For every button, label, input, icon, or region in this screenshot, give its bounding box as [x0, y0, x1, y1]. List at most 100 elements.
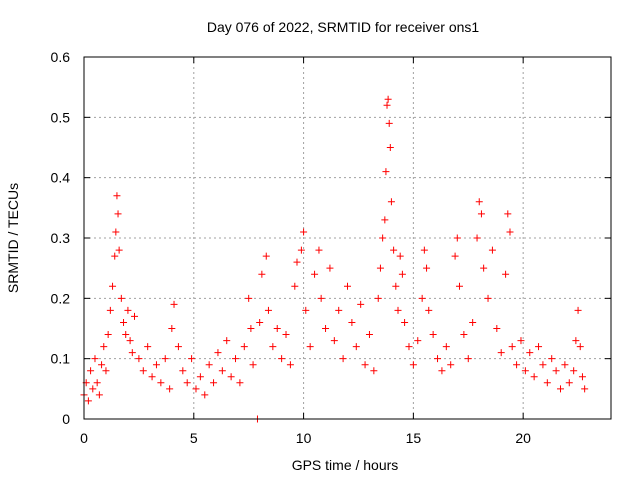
data-point: [447, 361, 455, 369]
data-point: [293, 258, 301, 266]
data-point: [286, 361, 294, 369]
chart-title: Day 076 of 2022, SRMTID for receiver ons…: [207, 19, 480, 35]
data-point: [521, 367, 529, 375]
data-point: [282, 331, 290, 339]
data-point: [561, 361, 569, 369]
data-point: [488, 246, 496, 254]
data-point: [124, 306, 132, 314]
data-point: [460, 331, 468, 339]
data-point: [535, 343, 543, 351]
data-point: [264, 306, 272, 314]
data-point: [344, 282, 351, 290]
data-point: [578, 373, 586, 381]
data-point: [306, 343, 314, 351]
data-point: [227, 373, 235, 381]
x-tick-label: 20: [515, 430, 531, 446]
data-point: [84, 397, 92, 405]
data-point: [232, 355, 240, 363]
data-point: [214, 349, 222, 357]
data-point: [330, 337, 338, 345]
data-point: [87, 367, 95, 375]
data-point: [144, 343, 152, 351]
data-point: [131, 312, 139, 320]
x-tick-label: 10: [296, 430, 312, 446]
data-point: [370, 367, 378, 375]
data-point: [89, 385, 97, 393]
data-point: [423, 264, 431, 272]
data-point: [112, 228, 120, 236]
data-point: [429, 331, 437, 339]
x-axis-label: GPS time / hours: [292, 457, 399, 473]
data-point: [513, 361, 521, 369]
data-point: [104, 331, 112, 339]
data-point: [322, 325, 330, 332]
data-point: [300, 228, 308, 236]
data-point: [517, 337, 525, 345]
data-point: [93, 379, 101, 387]
data-point: [464, 355, 472, 363]
data-point: [405, 343, 413, 351]
data-point: [205, 361, 213, 369]
x-tick-label: 5: [190, 430, 198, 446]
data-point: [365, 331, 373, 339]
data-point: [258, 270, 266, 278]
data-point: [442, 343, 450, 351]
data-point: [565, 379, 573, 387]
data-point: [574, 306, 582, 314]
data-point: [352, 343, 360, 351]
data-point: [455, 282, 463, 290]
data-point: [256, 318, 264, 326]
data-point: [335, 306, 343, 314]
data-point: [168, 325, 176, 332]
data-point: [543, 379, 551, 387]
data-point: [379, 234, 387, 242]
data-point: [339, 355, 347, 363]
data-point: [317, 294, 325, 302]
data-point: [398, 270, 406, 278]
data-point: [348, 318, 356, 326]
data-point: [179, 367, 187, 375]
data-point: [106, 306, 114, 314]
data-point: [196, 373, 204, 381]
data-point: [240, 343, 248, 351]
data-point: [102, 367, 110, 375]
data-point: [218, 367, 226, 375]
data-point: [245, 294, 253, 302]
data-point: [392, 282, 400, 290]
data-points: [80, 95, 589, 423]
data-point: [115, 246, 123, 254]
data-point: [552, 367, 560, 375]
data-point: [374, 294, 382, 302]
data-point: [100, 343, 108, 351]
data-point: [385, 119, 393, 127]
data-point: [502, 270, 510, 278]
data-point: [302, 306, 310, 314]
data-point: [161, 355, 169, 363]
x-tick-label: 15: [406, 430, 422, 446]
data-point: [291, 282, 299, 290]
data-point: [383, 101, 391, 109]
data-point: [117, 294, 125, 302]
data-point: [188, 355, 196, 363]
data-point: [170, 300, 178, 308]
y-tick-label: 0.3: [51, 230, 71, 246]
data-point: [357, 300, 365, 308]
data-point: [469, 318, 477, 326]
data-point: [530, 373, 538, 381]
data-point: [114, 210, 122, 218]
y-tick-label: 0.6: [51, 49, 71, 65]
data-point: [311, 270, 319, 278]
data-point: [278, 355, 286, 363]
data-point: [480, 264, 488, 272]
data-point: [508, 343, 516, 351]
x-tick-label: 0: [80, 430, 88, 446]
data-point: [414, 337, 422, 345]
data-point: [236, 379, 244, 387]
data-point: [361, 361, 369, 369]
data-point: [576, 343, 584, 351]
data-point: [128, 349, 136, 357]
data-point: [473, 234, 481, 242]
data-point: [95, 391, 103, 399]
data-point: [493, 325, 501, 332]
